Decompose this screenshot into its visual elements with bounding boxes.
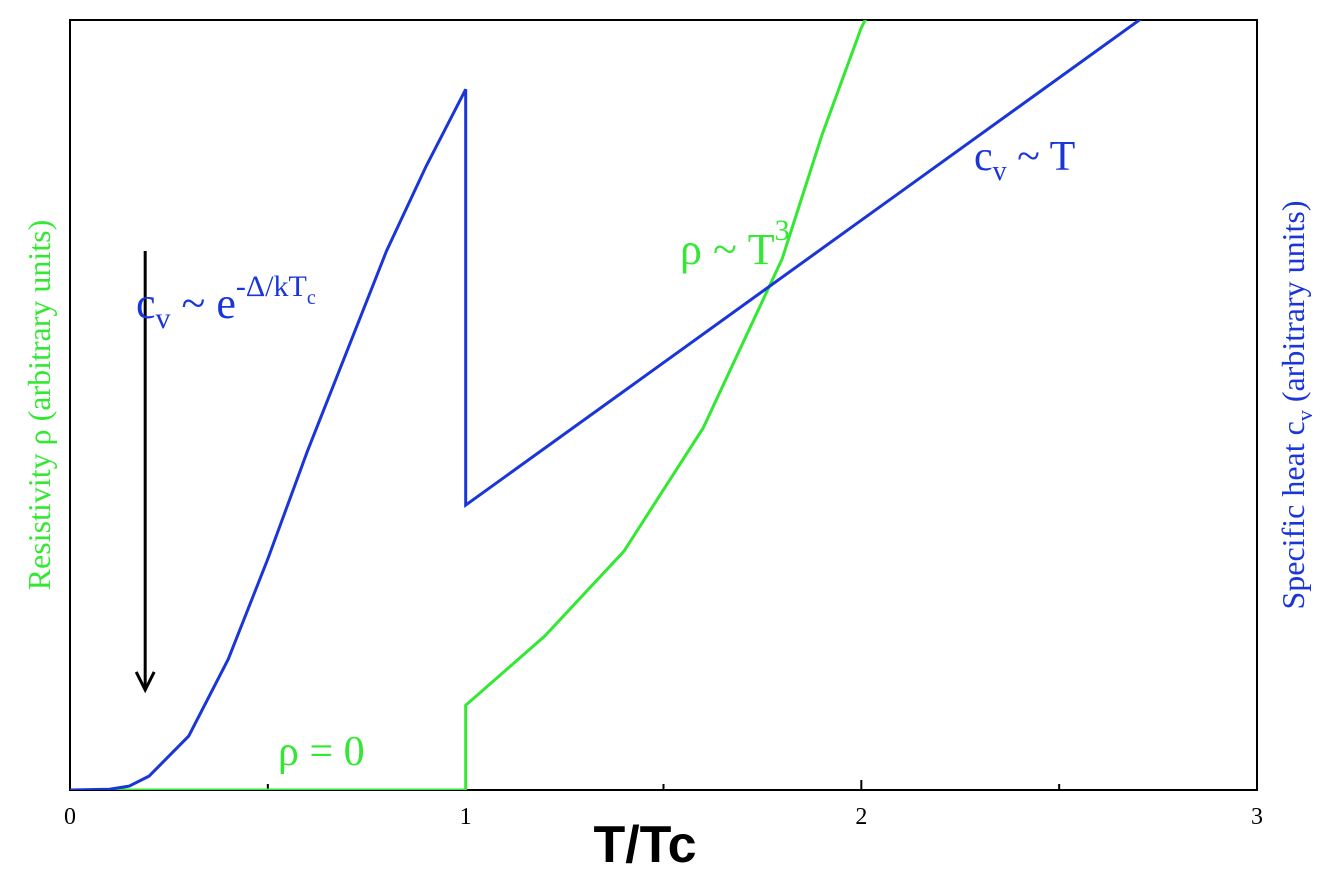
annotation-rho-zero: ρ = 0 (278, 729, 365, 775)
specific-heat-line (70, 20, 1142, 790)
plot-frame (69, 19, 1258, 791)
annotation-cv-exponential: cv ~ e-Δ/kTc (136, 270, 316, 335)
x-tick-label: 2 (855, 804, 867, 830)
arrow-annotation (134, 251, 156, 694)
x-tick-labels: 0 1 2 3 (64, 804, 1263, 830)
x-tick-label: 3 (1251, 804, 1263, 830)
x-tick-label: 0 (64, 804, 76, 830)
resistivity-line (70, 20, 867, 790)
y-axis-label-left: Resistivity ρ (arbitrary units) (21, 220, 57, 591)
x-axis-label: T/Tc (593, 816, 696, 874)
annotation-rho-cubic: ρ ~ T3 (680, 214, 790, 274)
x-tick-label: 1 (460, 804, 472, 830)
y-axis-label-right: Specific heat cv (arbitrary units) (1275, 200, 1317, 609)
arrow-head (134, 671, 156, 694)
annotation-cv-linear: cv ~ T (974, 134, 1075, 187)
